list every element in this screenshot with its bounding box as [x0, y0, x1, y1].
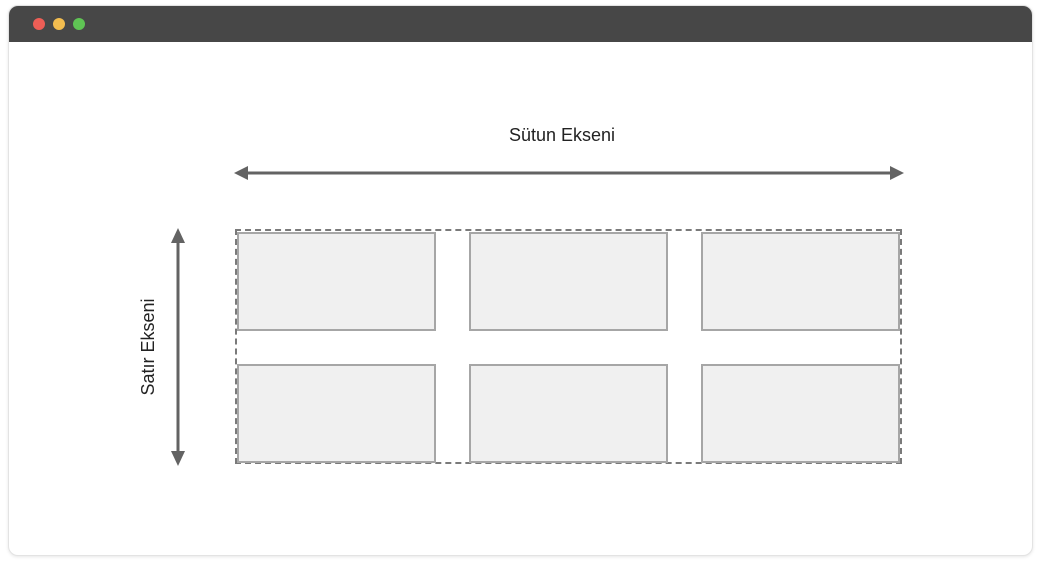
grid-item [701, 364, 900, 463]
column-axis-arrow-icon [234, 166, 904, 180]
column-axis-label: Sütun Ekseni [508, 125, 616, 145]
row-axis-label: Satır Ekseni [138, 298, 158, 396]
minimize-window-dot-icon[interactable] [53, 18, 65, 30]
grid-item [469, 364, 668, 463]
maximize-window-dot-icon[interactable] [73, 18, 85, 30]
close-window-dot-icon[interactable] [33, 18, 45, 30]
row-axis-arrow-icon [171, 228, 185, 466]
grid-item [237, 232, 436, 331]
grid-item [701, 232, 900, 331]
grid-item [237, 364, 436, 463]
grid-container [235, 229, 902, 464]
window-titlebar [9, 6, 1032, 42]
grid-item [469, 232, 668, 331]
